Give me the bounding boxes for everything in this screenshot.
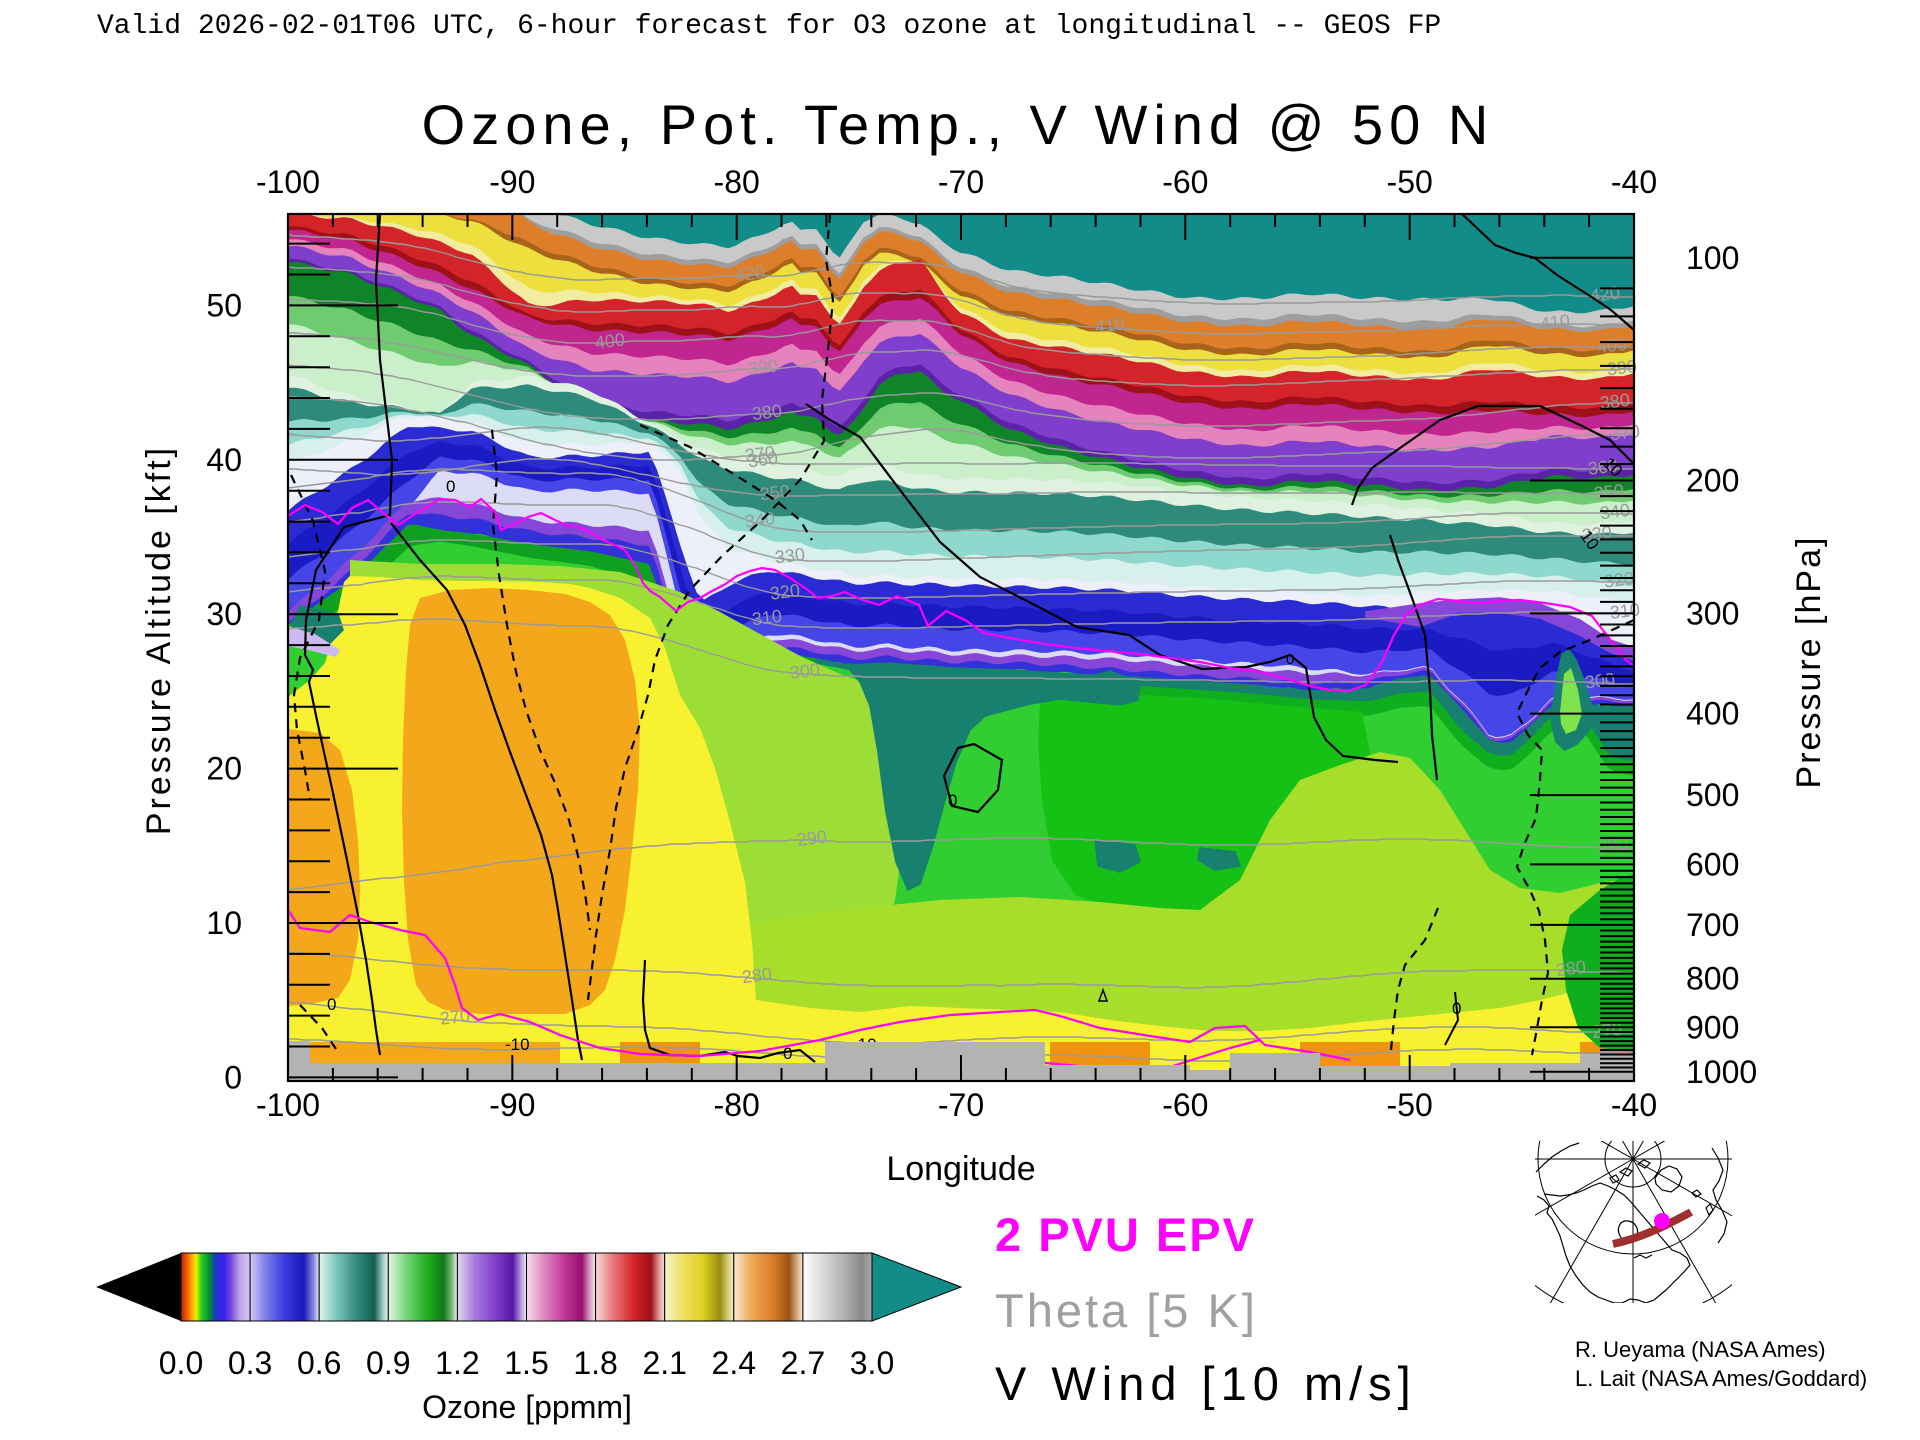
svg-text:-40: -40 [1611, 1087, 1657, 1123]
svg-text:-40: -40 [1611, 164, 1657, 200]
svg-text:Ozone [ppmm]: Ozone [ppmm] [422, 1389, 632, 1425]
svg-text:900: 900 [1686, 1009, 1739, 1045]
svg-text:0: 0 [948, 791, 957, 810]
svg-text:410: 410 [1094, 314, 1126, 338]
svg-text:800: 800 [1686, 961, 1739, 997]
svg-text:310: 310 [751, 606, 783, 630]
svg-text:Theta [5 K]: Theta [5 K] [995, 1284, 1258, 1337]
svg-text:-10: -10 [505, 1035, 530, 1054]
svg-text:360: 360 [747, 448, 779, 472]
svg-text:0: 0 [224, 1059, 242, 1095]
svg-text:-70: -70 [938, 164, 984, 200]
svg-text:2.1: 2.1 [642, 1345, 686, 1381]
svg-text:300: 300 [1584, 669, 1616, 693]
svg-text:280: 280 [741, 964, 773, 988]
svg-text:600: 600 [1686, 846, 1739, 882]
svg-text:320: 320 [769, 580, 801, 604]
svg-text:2.7: 2.7 [781, 1345, 825, 1381]
svg-text:-80: -80 [714, 164, 760, 200]
svg-text:380: 380 [1599, 390, 1631, 414]
svg-text:-80: -80 [714, 1087, 760, 1123]
svg-text:0: 0 [783, 1044, 792, 1063]
svg-text:-100: -100 [256, 1087, 320, 1123]
svg-text:300: 300 [789, 659, 821, 683]
svg-text:380: 380 [751, 401, 783, 425]
svg-text:200: 200 [1686, 462, 1739, 498]
svg-text:400: 400 [1596, 334, 1628, 358]
svg-text:420: 420 [1589, 283, 1621, 307]
svg-text:R. Ueyama (NASA Ames): R. Ueyama (NASA Ames) [1575, 1337, 1826, 1362]
svg-text:400: 400 [594, 329, 626, 353]
svg-text:330: 330 [774, 544, 806, 568]
svg-text:320: 320 [1603, 568, 1635, 592]
svg-text:40: 40 [206, 442, 242, 478]
svg-text:1000: 1000 [1686, 1054, 1757, 1090]
svg-text:350: 350 [759, 481, 791, 505]
svg-text:Pressure Altitude [kft]: Pressure Altitude [kft] [140, 445, 178, 835]
svg-text:V Wind [10 m/s]: V Wind [10 m/s] [995, 1357, 1417, 1410]
svg-text:270: 270 [439, 1005, 471, 1029]
svg-text:2 PVU EPV: 2 PVU EPV [995, 1208, 1256, 1261]
svg-text:-70: -70 [938, 1087, 984, 1123]
svg-text:-50: -50 [1387, 164, 1433, 200]
svg-text:280: 280 [1555, 957, 1587, 981]
svg-text:1.2: 1.2 [435, 1345, 479, 1381]
svg-text:1.8: 1.8 [573, 1345, 617, 1381]
svg-text:Valid 2026-02-01T06 UTC, 6-hou: Valid 2026-02-01T06 UTC, 6-hour forecast… [97, 11, 1441, 42]
svg-text:-60: -60 [1162, 1087, 1208, 1123]
svg-text:50: 50 [206, 287, 242, 323]
svg-text:Longitude: Longitude [886, 1150, 1035, 1188]
svg-text:-50: -50 [1387, 1087, 1433, 1123]
svg-text:-60: -60 [1162, 164, 1208, 200]
svg-text:-90: -90 [489, 1087, 535, 1123]
svg-text:0.9: 0.9 [366, 1345, 410, 1381]
svg-text:370: 370 [744, 442, 776, 466]
svg-text:0.0: 0.0 [159, 1345, 203, 1381]
svg-text:20: 20 [206, 751, 242, 787]
svg-text:700: 700 [1686, 907, 1739, 943]
svg-text:30: 30 [206, 596, 242, 632]
svg-text:500: 500 [1686, 777, 1739, 813]
svg-text:0: 0 [446, 477, 455, 496]
svg-text:-90: -90 [489, 164, 535, 200]
svg-text:100: 100 [1686, 240, 1739, 276]
svg-text:350: 350 [1593, 480, 1625, 504]
svg-text:1.5: 1.5 [504, 1345, 548, 1381]
svg-text:0.6: 0.6 [297, 1345, 341, 1381]
svg-text:-100: -100 [256, 164, 320, 200]
svg-text:300: 300 [1686, 595, 1739, 631]
svg-text:390: 390 [747, 355, 779, 379]
svg-text:400: 400 [1686, 696, 1739, 732]
svg-text:0.3: 0.3 [228, 1345, 272, 1381]
svg-text:3.0: 3.0 [850, 1345, 894, 1381]
svg-text:Pressure [hPa]: Pressure [hPa] [1790, 536, 1828, 789]
svg-text:340: 340 [744, 508, 776, 532]
svg-text:360: 360 [1587, 455, 1619, 479]
svg-text:0: 0 [1286, 651, 1294, 668]
svg-text:410: 410 [1539, 311, 1571, 335]
svg-text:390: 390 [1606, 356, 1638, 380]
svg-text:370: 370 [1609, 421, 1641, 445]
svg-text:2.4: 2.4 [712, 1345, 756, 1381]
svg-text:0: 0 [327, 995, 336, 1014]
svg-text:L. Lait (NASA Ames/Goddard): L. Lait (NASA Ames/Goddard) [1575, 1366, 1867, 1391]
svg-text:10: 10 [206, 905, 242, 941]
svg-text:Ozone, Pot. Temp., V Wind @ 50: Ozone, Pot. Temp., V Wind @ 50 N [422, 93, 1495, 156]
svg-text:290: 290 [796, 826, 828, 850]
svg-text:420: 420 [734, 262, 766, 286]
